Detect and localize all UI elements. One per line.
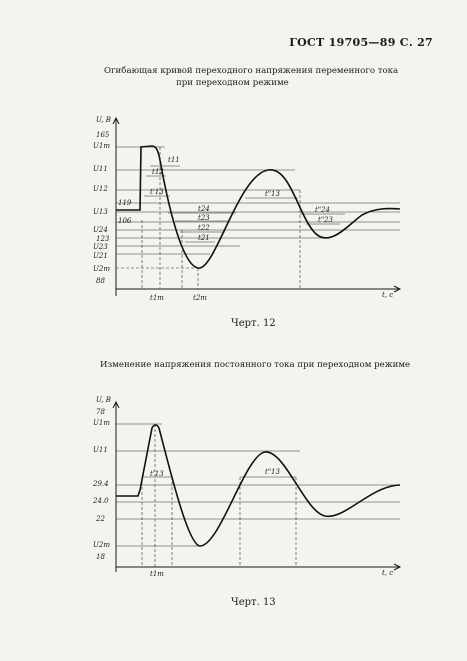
fig12-x-axis-label: t, с — [382, 291, 394, 299]
fig12-xlabel-t1m: t1m — [150, 294, 164, 302]
fig12-interval-t13pp: t"13 — [265, 190, 280, 198]
fig12-curve — [116, 145, 401, 269]
fig13-title: Изменение напряжения постоянного тока пр… — [100, 360, 411, 370]
fig13-ylabel-u11: U11 — [93, 446, 108, 454]
fig12-interval-t11: t11 — [168, 156, 180, 164]
fig13-ylabel-29-4: 29.4 — [93, 480, 109, 488]
fig12-ylabel-u21: U21 — [93, 252, 108, 260]
fig12-title-line2: при переходном режиме — [176, 78, 289, 88]
fig12-caption: Черт. 12 — [231, 318, 276, 329]
fig13-ylabel-18: 18 — [96, 553, 105, 561]
fig12-ylabel-165: 165 — [96, 131, 110, 139]
fig12-xlabel-t2m: t2m — [193, 294, 207, 302]
fig13-x-axis-label: t, с — [382, 569, 394, 577]
fig12-ylabel-u1m: U1m — [93, 142, 110, 150]
fig12-ylabel-u2m: U2m — [93, 265, 110, 273]
fig12-interval-t12: t12 — [152, 168, 164, 176]
fig12-ylabel-u23: U23 — [93, 243, 108, 251]
fig12-interval-t23pp: t"23 — [318, 216, 333, 224]
fig12-interval-t23: t23 — [198, 214, 210, 222]
fig12-interval-t22: t22 — [198, 224, 210, 232]
fig12-plot — [112, 116, 402, 296]
page-header: ГОСТ 19705—89 С. 27 — [289, 36, 433, 49]
fig12-title-line1: Огибающая кривой переходного напряжения … — [104, 66, 399, 76]
fig12-ylabel-88: 88 — [96, 277, 105, 285]
fig13-ylabel-u1m: U1m — [93, 419, 110, 427]
fig12-ylabel-u12: U12 — [93, 185, 108, 193]
fig13-curve — [116, 424, 401, 547]
fig13-ylabel-24-0: 24.0 — [93, 497, 109, 505]
fig12-interval-t13p: t'13 — [150, 188, 164, 196]
fig12-interval-t24pp: t"24 — [315, 206, 330, 214]
fig13-interval-t13p: t'13 — [150, 470, 164, 478]
fig13-interval-t13pp: t"13 — [265, 468, 280, 476]
fig13-plot — [112, 400, 402, 572]
fig12-interval-t24: t24 — [198, 205, 210, 213]
fig12-ylabel-u24: U24 — [93, 226, 108, 234]
fig12-ylabel-119: 119 — [118, 199, 132, 207]
fig12-y-axis-label: U, В — [96, 116, 111, 124]
fig12-interval-t21: t21 — [198, 234, 210, 242]
fig13-xlabel-t1m: t1m — [150, 570, 164, 578]
fig12-ylabel-123: 123 — [96, 235, 110, 243]
fig13-y-axis-label: U, В — [96, 396, 111, 404]
fig13-ylabel-78: 78 — [96, 408, 105, 416]
fig12-ylabel-u13: U13 — [93, 208, 108, 216]
fig13-caption: Черт. 13 — [231, 597, 276, 608]
fig12-ylabel-106: 106 — [118, 217, 132, 225]
fig12-ylabel-u11: U11 — [93, 165, 108, 173]
fig13-ylabel-22: 22 — [96, 515, 105, 523]
fig13-ylabel-u2m: U2m — [93, 541, 110, 549]
